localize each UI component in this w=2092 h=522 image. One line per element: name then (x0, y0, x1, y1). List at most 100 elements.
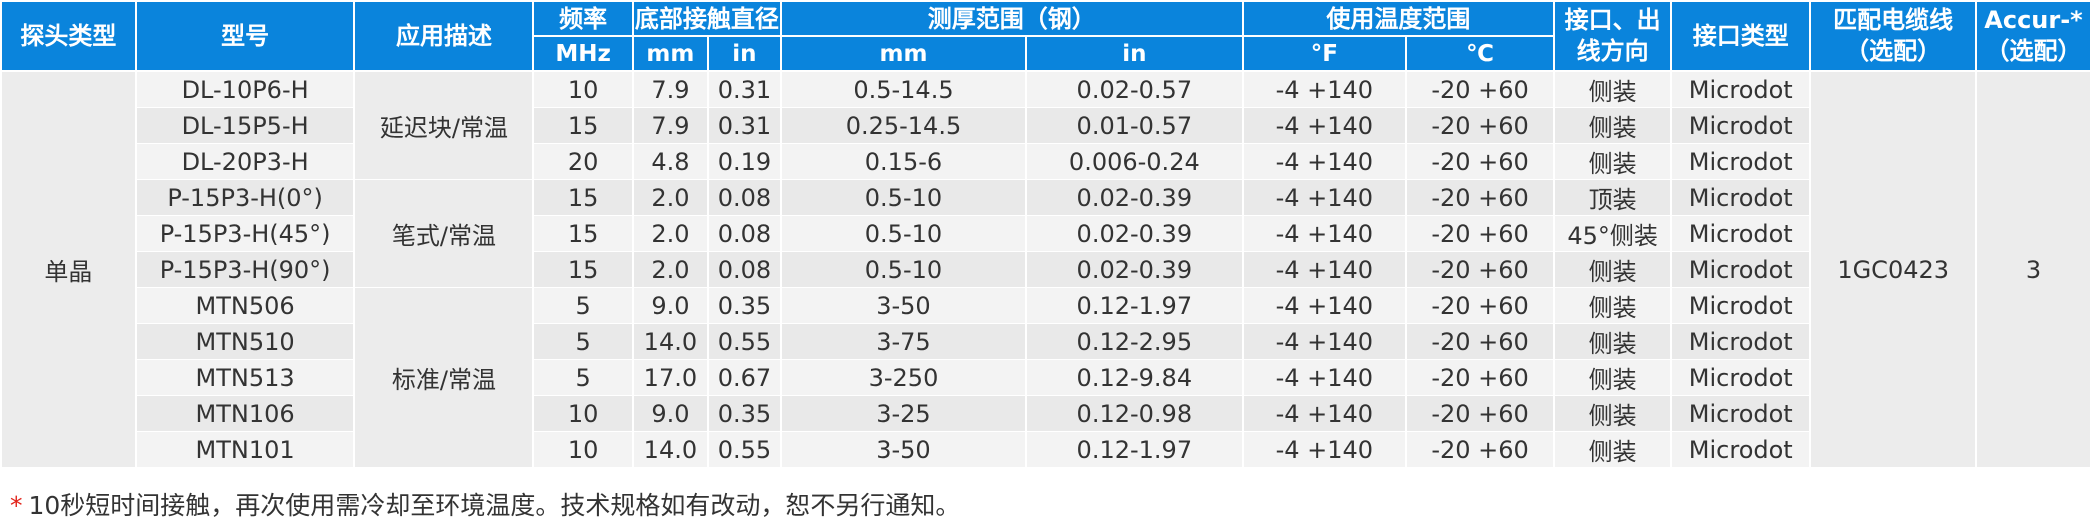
model-cell: P-15P3-H(90°) (134, 251, 356, 288)
thickness-in-cell: 0.01-0.57 (1025, 107, 1244, 144)
probe-spec-table: 探头类型 型号 应用描述 频率 底部接触直径 测厚范围（钢） 使用温度范围 接口… (0, 0, 2092, 468)
temp-f-cell: -4 +140 (1241, 323, 1408, 360)
thickness-mm-cell: 0.25-14.5 (779, 107, 1028, 144)
direction-cell: 侧装 (1553, 71, 1673, 108)
temp-c-cell: -20 +60 (1405, 431, 1556, 468)
thickness-in-cell: 0.12-1.97 (1025, 431, 1244, 468)
temp-f-cell: -4 +140 (1241, 251, 1408, 288)
temp-c-cell: -20 +60 (1405, 179, 1556, 216)
header-accur: Accur-* （选配） (1975, 0, 2092, 72)
contact-mm-cell: 2.0 (631, 251, 709, 288)
thickness-mm-cell: 3-50 (779, 287, 1028, 324)
thickness-mm-cell: 3-250 (779, 359, 1028, 396)
header-cable: 匹配电缆线 （选配） (1809, 0, 1978, 72)
table-row: DL-20P3-H 20 4.8 0.19 0.15-6 0.006-0.24 -4 +14… (1, 143, 2091, 180)
temp-c-cell: -20 +60 (1405, 143, 1556, 180)
contact-mm-cell: 17.0 (631, 359, 709, 396)
header-cable-line1: 匹配电缆线 (1833, 6, 1954, 34)
connector-cell: Microdot (1670, 395, 1812, 432)
frequency-cell: 15 (532, 179, 634, 216)
thickness-mm-cell: 3-75 (779, 323, 1028, 360)
connector-cell: Microdot (1670, 323, 1812, 360)
frequency-cell: 10 (532, 71, 634, 108)
header-temp-f: °F (1241, 35, 1408, 72)
footnote-text: 10秒短时间接触，再次使用需冷却至环境温度。技术规格如有改动，恕不另行通知。 (28, 491, 961, 520)
direction-cell: 45°侧装 (1553, 215, 1673, 252)
temp-c-cell: -20 +60 (1405, 215, 1556, 252)
temp-c-cell: -20 +60 (1405, 395, 1556, 432)
temp-c-cell: -20 +60 (1405, 359, 1556, 396)
connector-cell: Microdot (1670, 215, 1812, 252)
accur-cell: 3 (1975, 71, 2092, 468)
table-row: MTN506 标准/常温 5 9.0 0.35 3-50 0.12-1.97 -4 +140-… (1, 287, 2091, 468)
direction-cell: 侧装 (1553, 251, 1673, 288)
model-cell: P-15P3-H(45°) (134, 215, 356, 252)
frequency-cell: 15 (532, 107, 634, 144)
contact-in-cell: 0.08 (706, 179, 782, 216)
direction-cell: 侧装 (1553, 143, 1673, 180)
direction-cell: 侧装 (1553, 323, 1673, 360)
thickness-mm-cell: 0.5-10 (779, 215, 1028, 252)
header-thickness-mm: mm (779, 35, 1028, 72)
contact-in-cell: 0.31 (706, 107, 782, 144)
direction-cell: 顶装 (1553, 179, 1673, 216)
frequency-cell: 5 (532, 323, 634, 360)
header-contact-diameter: 底部接触直径 (631, 0, 782, 37)
model-cell: P-15P3-H(0°) (134, 179, 356, 216)
frequency-cell: 5 (532, 359, 634, 396)
contact-in-cell: 0.55 (706, 323, 782, 360)
contact-mm-cell: 2.0 (631, 179, 709, 216)
thickness-in-cell: 0.12-0.98 (1025, 395, 1244, 432)
contact-in-cell: 0.19 (706, 143, 782, 180)
thickness-in-cell: 0.02-0.39 (1025, 179, 1244, 216)
table-row: DL-15P5-H 15 7.9 0.31 0.25-14.5 0.01-0.57 -4 +… (1, 107, 2091, 144)
cable-cell: 1GC0423 (1809, 71, 1978, 468)
connector-cell: Microdot (1670, 143, 1812, 180)
contact-in-cell: 0.55 (706, 431, 782, 468)
contact-in-cell: 0.31 (706, 71, 782, 108)
header-model: 型号 (134, 0, 356, 72)
thickness-in-cell: 0.006-0.24 (1025, 143, 1244, 180)
frequency-cell: 5 (532, 287, 634, 324)
direction-cell: 侧装 (1553, 359, 1673, 396)
temp-f-cell: -4 +140 (1241, 71, 1408, 108)
contact-in-cell: 0.08 (706, 251, 782, 288)
frequency-cell: 20 (532, 143, 634, 180)
header-contact-mm: mm (631, 35, 709, 72)
thickness-in-cell: 0.12-1.97 (1025, 287, 1244, 324)
connector-cell: Microdot (1670, 107, 1812, 144)
temp-c-cell: -20 +60 (1405, 107, 1556, 144)
connector-cell: Microdot (1670, 287, 1812, 324)
header-temp-c: ℃ (1405, 35, 1556, 72)
temp-f-cell: -4 +140 (1241, 179, 1408, 216)
model-cell: MTN106 (134, 395, 356, 432)
frequency-cell: 15 (532, 215, 634, 252)
application-cell: 标准/常温 (353, 287, 535, 468)
table-row: P-15P3-H(90°) 15 2.0 0.08 0.5-10 0.02-0.39 -4 … (1, 251, 2091, 288)
frequency-cell: 10 (532, 395, 634, 432)
thickness-mm-cell: 0.5-10 (779, 251, 1028, 288)
model-cell: MTN510 (134, 323, 356, 360)
header-interface-direction: 接口、出 线方向 (1553, 0, 1673, 72)
header-application: 应用描述 (353, 0, 535, 72)
contact-mm-cell: 7.9 (631, 71, 709, 108)
frequency-cell: 10 (532, 431, 634, 468)
temp-c-cell: -20 +60 (1405, 287, 1556, 324)
header-cable-line2: （选配） (1845, 37, 1942, 65)
table-row: MTN513 5 17.0 0.67 3-250 0.12-9.84 -4 +140 -20 … (1, 359, 2091, 396)
table-row: MTN101 10 14.0 0.55 3-50 0.12-1.97 -4 +140 -20 … (1, 431, 2091, 468)
contact-mm-cell: 4.8 (631, 143, 709, 180)
thickness-mm-cell: 0.5-10 (779, 179, 1028, 216)
temp-f-cell: -4 +140 (1241, 287, 1408, 324)
temp-f-cell: -4 +140 (1241, 143, 1408, 180)
contact-in-cell: 0.35 (706, 287, 782, 324)
temp-f-cell: -4 +140 (1241, 395, 1408, 432)
header-thickness-range: 测厚范围（钢） (779, 0, 1244, 37)
header-row-1: 探头类型 型号 应用描述 频率 底部接触直径 测厚范围（钢） 使用温度范围 接口… (0, 0, 2092, 72)
direction-cell: 侧装 (1553, 287, 1673, 324)
header-probe-type: 探头类型 (0, 0, 137, 72)
temp-f-cell: -4 +140 (1241, 359, 1408, 396)
header-accur-line2: （选配） (1985, 37, 2082, 65)
footnote: * 10秒短时间接触，再次使用需冷却至环境温度。技术规格如有改动，恕不另行通知。 (10, 486, 960, 522)
contact-mm-cell: 14.0 (631, 323, 709, 360)
